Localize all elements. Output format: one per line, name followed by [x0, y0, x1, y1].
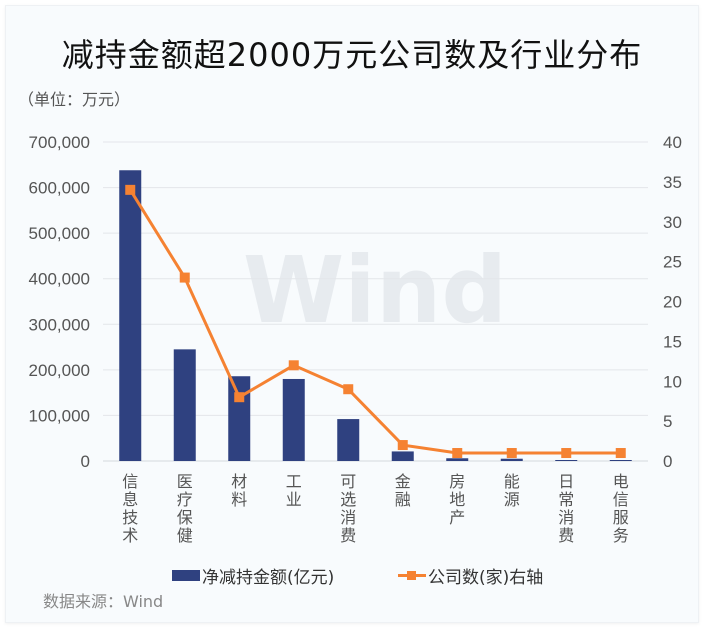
left-axis-tick: 200,000 — [29, 361, 90, 380]
right-axis-tick: 30 — [663, 213, 682, 232]
line-marker-能源 — [506, 448, 517, 459]
category-label: 息 — [122, 490, 138, 509]
category-label: 医 — [177, 472, 193, 491]
category-label: 信 — [122, 472, 138, 491]
category-label: 保 — [177, 508, 193, 527]
category-label: 源 — [504, 490, 520, 509]
left-axis-tick: 300,000 — [29, 315, 90, 334]
bar-日常消费 — [555, 460, 578, 461]
category-label: 电 — [613, 472, 629, 491]
category-label: 信 — [613, 490, 629, 509]
category-label: 消 — [558, 508, 574, 527]
chart-title: 减持金额超2000万元公司数及行业分布 — [61, 36, 643, 74]
bar-金融 — [391, 451, 414, 461]
category-label: 选 — [340, 490, 356, 509]
left-axis-tick: 500,000 — [29, 224, 90, 243]
category-label: 务 — [613, 526, 629, 545]
bar-电信服务 — [609, 460, 632, 461]
right-axis-tick: 15 — [663, 332, 682, 351]
category-label: 技 — [122, 508, 138, 527]
line-marker-电信服务 — [615, 448, 626, 459]
bar-医疗保健 — [173, 349, 196, 461]
category-label: 健 — [177, 526, 193, 545]
category-label: 金 — [395, 472, 411, 491]
right-axis-tick: 0 — [663, 452, 672, 471]
company-count-line — [128, 189, 621, 455]
line-marker-房地产 — [452, 448, 463, 459]
line-marker-工业 — [288, 360, 299, 371]
left-axis-tick: 600,000 — [29, 179, 90, 198]
left-axis-tick: 400,000 — [29, 270, 90, 289]
category-label: 费 — [340, 526, 356, 545]
bar-swatch-icon — [172, 570, 200, 581]
category-label: 房 — [449, 472, 465, 491]
line-marker-可选消费 — [343, 384, 354, 395]
right-axis-tick: 5 — [663, 412, 672, 431]
category-label: 可 — [340, 472, 356, 491]
category-label: 服 — [613, 508, 629, 527]
category-label: 地 — [449, 490, 465, 509]
line-marker-医疗保健 — [179, 272, 190, 283]
bar-能源 — [500, 458, 523, 461]
category-label: 疗 — [177, 490, 193, 509]
category-label: 业 — [286, 490, 302, 509]
bar-可选消费 — [337, 419, 360, 461]
category-label: 融 — [395, 490, 411, 509]
category-label: 能 — [504, 472, 520, 491]
bar-信息技术 — [119, 170, 142, 462]
unit-label: （单位：万元） — [18, 90, 131, 109]
left-axis-tick: 0 — [81, 452, 90, 471]
data-source: 数据来源：Wind — [43, 592, 164, 611]
category-label: 工 — [286, 472, 302, 491]
legend-item-line: 公司数(家)右轴 — [398, 563, 543, 588]
legend-line-label: 公司数(家)右轴 — [428, 568, 544, 588]
line-marker-日常消费 — [561, 448, 572, 459]
legend-item-bar: 净减持金额(亿元) — [172, 563, 334, 588]
line-marker-信息技术 — [125, 184, 136, 195]
category-label: 料 — [231, 490, 247, 509]
category-label: 产 — [449, 508, 465, 527]
right-axis-tick: 35 — [663, 173, 682, 192]
category-label: 术 — [122, 526, 138, 545]
category-label: 消 — [340, 508, 356, 527]
bar-材料 — [228, 376, 251, 461]
category-label: 费 — [558, 526, 574, 545]
line-marker-材料 — [234, 392, 245, 403]
watermark: Wind — [243, 237, 507, 344]
left-axis-tick: 100,000 — [29, 406, 90, 425]
category-label: 常 — [558, 490, 574, 509]
right-axis-tick: 40 — [663, 133, 682, 152]
bar-工业 — [282, 378, 305, 461]
line-marker-swatch-icon — [398, 570, 426, 581]
bar-房地产 — [446, 458, 469, 461]
right-axis-tick: 20 — [663, 293, 682, 312]
category-label: 日 — [558, 472, 574, 491]
legend-bar-label: 净减持金额(亿元) — [202, 568, 335, 588]
right-axis-tick: 10 — [663, 372, 682, 391]
category-label: 材 — [231, 472, 247, 491]
line-marker-金融 — [397, 440, 408, 451]
right-axis-tick: 25 — [663, 253, 682, 272]
left-axis-tick: 700,000 — [29, 133, 90, 152]
